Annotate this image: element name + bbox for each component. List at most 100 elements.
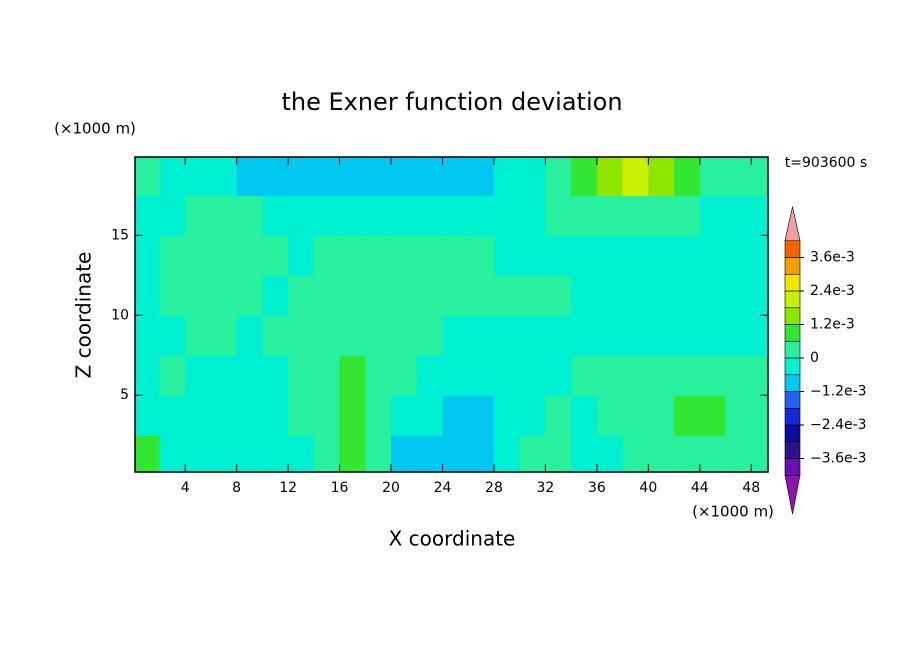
contour-cell	[391, 435, 418, 472]
contour-cell	[365, 395, 392, 436]
contour-cell	[699, 275, 727, 316]
contour-cell	[751, 275, 768, 316]
colorbar-label: 1.2e-3	[810, 317, 855, 333]
contour-cell	[596, 275, 624, 316]
colorbar-label: 3.6e-3	[810, 250, 855, 266]
contour-cell	[622, 435, 649, 472]
contour-cell	[416, 315, 443, 356]
contour-cell	[339, 157, 366, 196]
contour-cell	[159, 315, 186, 356]
contour-cell	[596, 157, 624, 196]
contour-cell	[288, 435, 315, 472]
contour-cell	[751, 315, 768, 356]
contour-cell	[288, 355, 315, 396]
contour-cell	[262, 157, 289, 196]
contour-cell	[596, 315, 624, 356]
contour-cell	[674, 315, 701, 356]
time-label: t=903600 s	[785, 155, 867, 171]
contour-cell	[545, 157, 572, 196]
contour-cell	[493, 435, 521, 472]
contour-cell	[365, 275, 392, 316]
contour-cell	[442, 275, 469, 316]
y-axis-label: Z coordinate	[72, 252, 96, 379]
contour-cell	[236, 315, 263, 356]
contour-cell	[751, 235, 768, 276]
contour-cell	[262, 355, 289, 396]
contour-cell	[391, 275, 418, 316]
contour-cell	[262, 195, 289, 236]
contour-cell	[365, 315, 392, 356]
contour-cell	[545, 275, 572, 316]
contour-cell	[416, 235, 443, 276]
contour-cell	[468, 355, 495, 396]
contour-cell	[468, 275, 495, 316]
contour-cell	[596, 235, 624, 276]
contour-cell	[339, 435, 366, 472]
contour-cell	[493, 315, 521, 356]
contour-cell	[313, 235, 341, 276]
colorbar-under	[784, 474, 801, 515]
contour-cell	[416, 395, 443, 436]
contour-cell	[159, 275, 186, 316]
contour-cell	[674, 235, 701, 276]
contour-cell	[648, 235, 675, 276]
contour-cell	[339, 235, 366, 276]
contour-cell	[339, 395, 366, 436]
contour-cell	[545, 195, 572, 236]
contour-cell	[288, 275, 315, 316]
colorbar-label: 2.4e-3	[810, 283, 855, 299]
contour-cell	[699, 157, 727, 196]
contour-cell	[571, 157, 598, 196]
colorbar-box	[784, 307, 801, 325]
contour-cell	[622, 355, 649, 396]
contour-cell	[468, 395, 495, 436]
contour-cell	[416, 355, 443, 396]
y-tick-label: 5	[120, 387, 129, 403]
contour-cell	[674, 395, 701, 436]
contour-cell	[339, 355, 366, 396]
colorbar-box	[784, 240, 801, 258]
contour-cell	[288, 157, 315, 196]
contour-cell	[391, 195, 418, 236]
contour-cell	[622, 395, 649, 436]
contour-cell	[725, 157, 752, 196]
contour-cell	[468, 195, 495, 236]
contour-cell	[468, 157, 495, 196]
contour-cell	[135, 157, 160, 196]
chart-title: the Exner function deviation	[281, 88, 622, 116]
contour-cell	[519, 195, 546, 236]
contour-cell	[751, 435, 768, 472]
colorbar-label: −3.6e-3	[810, 451, 867, 467]
colorbar-box	[784, 257, 801, 275]
contour-cell	[185, 435, 212, 472]
contour-cell	[674, 355, 701, 396]
contour-cell	[210, 275, 238, 316]
contour-cell	[313, 355, 341, 396]
contour-cell	[391, 235, 418, 276]
contour-cell	[571, 195, 598, 236]
contour-cell	[751, 195, 768, 236]
contour-cell	[313, 395, 341, 436]
contour-cell	[699, 235, 727, 276]
x-tick-label: 4	[181, 480, 190, 496]
contour-cell	[339, 275, 366, 316]
colorbar-over	[784, 206, 801, 242]
x-tick-label: 36	[588, 480, 606, 496]
colorbar-box	[784, 357, 801, 376]
contour-cell	[519, 315, 546, 356]
contour-cell	[262, 275, 289, 316]
contour-cell	[442, 315, 469, 356]
contour-cell	[416, 435, 443, 472]
contour-cell	[648, 355, 675, 396]
contour-cell	[545, 235, 572, 276]
contour-cell	[135, 275, 160, 316]
colorbar-box	[784, 290, 801, 309]
contour-cell	[699, 435, 727, 472]
contour-cell	[313, 195, 341, 236]
contour-cell	[725, 275, 752, 316]
contour-cell	[519, 157, 546, 196]
colorbar-box	[784, 340, 801, 359]
contour-cell	[365, 355, 392, 396]
contour-cell	[725, 395, 752, 436]
